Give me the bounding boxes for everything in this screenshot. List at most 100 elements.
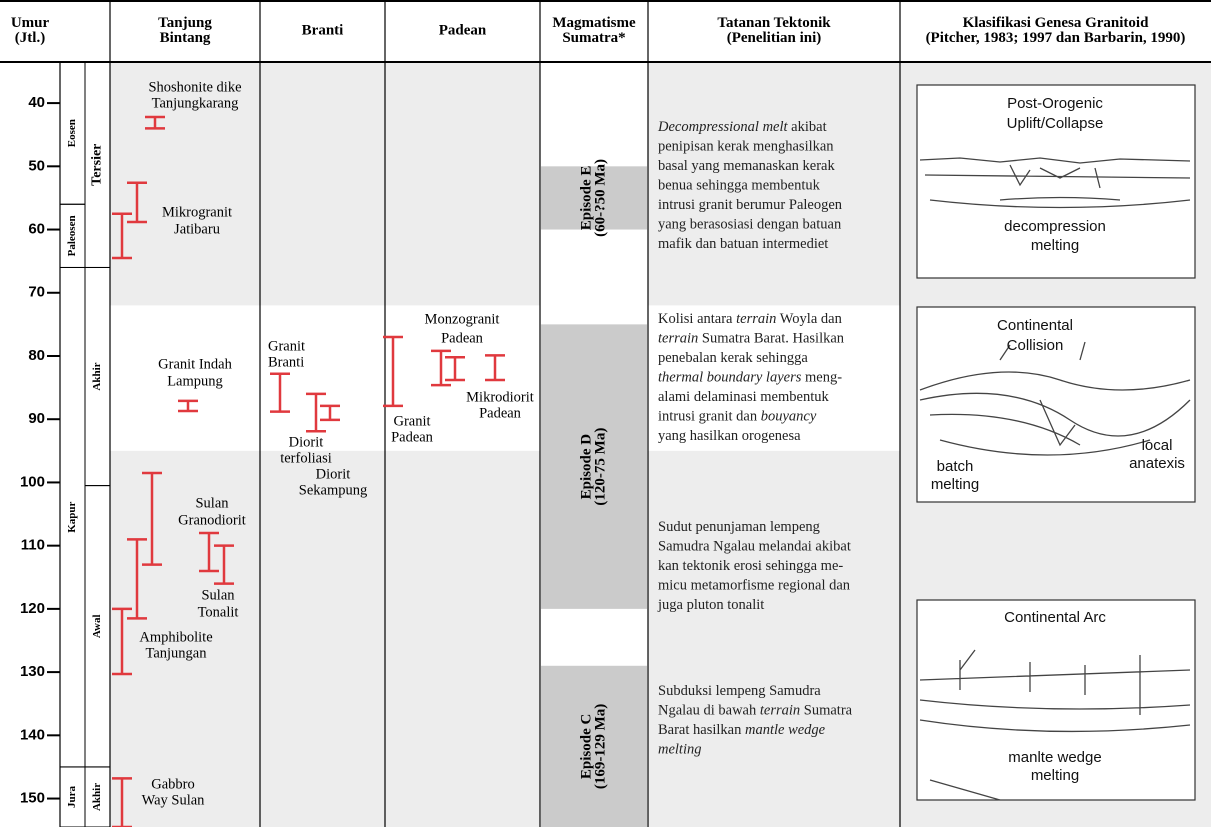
age-range bbox=[431, 349, 451, 387]
column-header: Padean bbox=[439, 22, 487, 38]
sample-label: Tonalit bbox=[198, 604, 239, 620]
time-unit-label: Akhir bbox=[91, 783, 103, 811]
episode-band bbox=[541, 324, 647, 609]
age-range bbox=[306, 392, 326, 433]
note-run: melting bbox=[658, 742, 702, 758]
note-line: terrain Sumatra Barat. Hasilkan bbox=[658, 331, 845, 347]
note-line: basal yang memanaskan kerak bbox=[658, 158, 835, 174]
note-run: intrusi granit berumur Paleogen bbox=[658, 197, 843, 213]
note-line: Sudut penunjaman lempeng bbox=[658, 519, 820, 535]
sample-label: Diorit bbox=[289, 434, 324, 450]
column-header: (Penelitian ini) bbox=[727, 30, 822, 46]
sample-label: Shoshonite dike bbox=[148, 79, 241, 95]
note-run: akibat bbox=[788, 119, 827, 135]
sample-label: Diorit bbox=[316, 466, 351, 482]
note-run: terrain bbox=[658, 331, 698, 347]
note-line: Samudra Ngalau melandai akibat bbox=[658, 539, 851, 555]
column-header: (Jtl.) bbox=[15, 30, 45, 46]
genesis-sketch bbox=[919, 341, 1191, 456]
tick-label: 100 bbox=[20, 473, 45, 490]
tick-label: 120 bbox=[20, 600, 45, 617]
sample-label: Padean bbox=[479, 405, 522, 421]
panel-label: Continental Arc bbox=[1004, 609, 1106, 626]
sample-label: Lampung bbox=[167, 373, 223, 389]
note-run: mantle wedge bbox=[745, 722, 826, 738]
tick-label: 50 bbox=[28, 157, 45, 174]
time-unit-label: Kapur bbox=[66, 502, 78, 533]
panel-label: Uplift/Collapse bbox=[1007, 115, 1104, 132]
age-range bbox=[383, 335, 403, 408]
tick-label: 60 bbox=[28, 221, 45, 238]
sample-label: Granodiorit bbox=[178, 512, 246, 528]
sample-label: Sulan bbox=[195, 495, 229, 511]
sample-label: terfoliasi bbox=[280, 450, 332, 466]
episode-label: Episode E bbox=[578, 166, 594, 231]
column-header: Tatanan Tektonik bbox=[717, 15, 831, 31]
panel-label: melting bbox=[1031, 237, 1079, 254]
note-line: Barat hasilkan mantle wedge bbox=[658, 722, 826, 738]
column-header: Branti bbox=[302, 22, 344, 38]
age-range bbox=[485, 354, 505, 382]
age-range bbox=[112, 777, 132, 827]
note-run: bouyancy bbox=[761, 409, 817, 425]
note-run: benua sehingga membentuk bbox=[658, 178, 821, 194]
note-line: benua sehingga membentuk bbox=[658, 178, 821, 194]
note-run: Samudra Ngalau melandai akibat bbox=[658, 539, 851, 555]
sample-label: Sulan bbox=[201, 587, 235, 603]
note-run: micu metamorfisme regional dan bbox=[658, 578, 851, 594]
genesis-panel bbox=[916, 599, 1196, 801]
note-run: thermal boundary layers bbox=[658, 370, 802, 386]
time-unit-label: Tersier bbox=[90, 144, 105, 186]
note-run: terrain bbox=[760, 703, 800, 719]
age-range bbox=[127, 538, 147, 620]
episode-label: Episode D bbox=[578, 434, 594, 500]
note-run: alami delaminasi membentuk bbox=[658, 389, 829, 405]
note-run: Decompressional melt bbox=[657, 119, 789, 135]
note-run: mafik dan batuan intermediet bbox=[658, 236, 828, 252]
note-line: melting bbox=[658, 742, 702, 758]
panel-label: manlte wedge bbox=[1008, 749, 1101, 766]
age-range bbox=[112, 212, 132, 260]
sample-label: Gabbro bbox=[151, 776, 195, 792]
age-range bbox=[112, 607, 132, 676]
time-unit-label: Akhir bbox=[91, 362, 103, 390]
age-range bbox=[199, 531, 219, 573]
note-run: Subduksi lempeng Samudra bbox=[658, 683, 821, 699]
sample-label: Granit Indah bbox=[158, 356, 232, 372]
sample-label: Tanjungan bbox=[146, 645, 208, 661]
panel-label: Post-Orogenic bbox=[1007, 95, 1103, 112]
column-header: Klasifikasi Genesa Granitoid bbox=[963, 15, 1150, 31]
age-range bbox=[145, 115, 165, 130]
note-line: penebalan kerak sehingga bbox=[658, 350, 808, 366]
tick-label: 70 bbox=[28, 284, 45, 301]
panel-label: batch bbox=[937, 458, 974, 475]
note-line: juga pluton tonalit bbox=[657, 597, 764, 613]
episode-band bbox=[541, 665, 647, 827]
sample-label: Padean bbox=[441, 330, 484, 346]
age-range bbox=[127, 181, 147, 224]
note-run: Kolisi antara bbox=[658, 311, 736, 327]
note-line: intrusi granit berumur Paleogen bbox=[658, 197, 843, 213]
note-run: intrusi granit dan bbox=[658, 409, 761, 425]
genesis-panel bbox=[916, 306, 1196, 503]
sample-label: Granit bbox=[393, 413, 430, 429]
note-line: alami delaminasi membentuk bbox=[658, 389, 829, 405]
genesis-sketch bbox=[919, 157, 1191, 209]
sample-label: Branti bbox=[268, 354, 304, 370]
age-range bbox=[445, 356, 465, 382]
note-run: Ngalau di bawah bbox=[658, 703, 760, 719]
note-line: micu metamorfisme regional dan bbox=[658, 578, 851, 594]
note-line: penipisan kerak menghasilkan bbox=[658, 139, 834, 155]
note-run: Sudut penunjaman lempeng bbox=[658, 519, 820, 535]
episode-label: Episode C bbox=[578, 714, 594, 779]
panel-label: Continental bbox=[997, 317, 1073, 334]
note-run: basal yang memanaskan kerak bbox=[658, 158, 835, 174]
time-unit-label: Eosen bbox=[66, 119, 78, 147]
time-unit-label: Awal bbox=[91, 614, 103, 638]
age-range bbox=[214, 544, 234, 585]
sample-label: Mikrodiorit bbox=[466, 389, 534, 405]
note-line: Kolisi antara terrain Woyla dan bbox=[658, 311, 843, 327]
note-run: kan tektonik erosi sehingga me- bbox=[658, 558, 843, 574]
panel-label: melting bbox=[931, 476, 979, 493]
